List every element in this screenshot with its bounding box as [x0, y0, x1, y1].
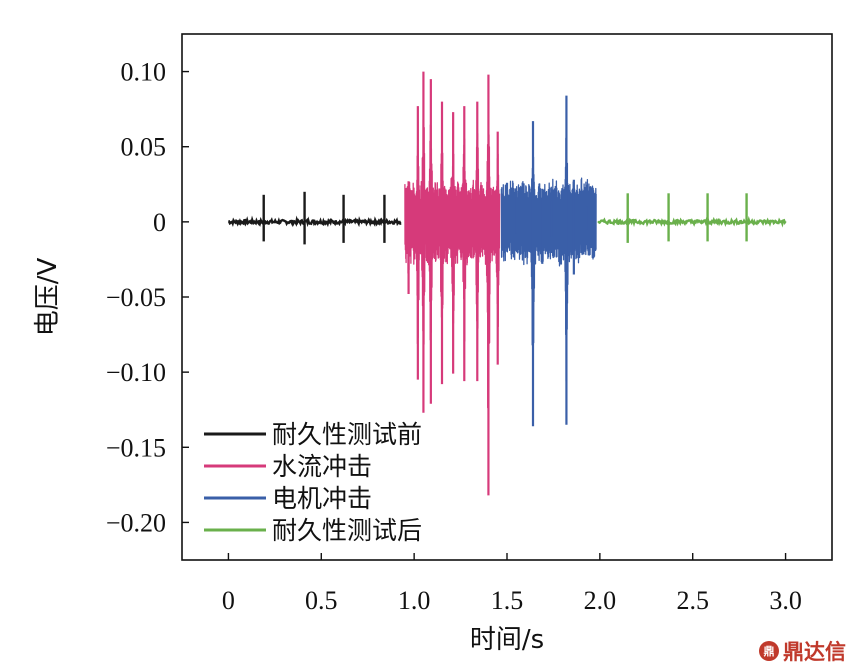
x-axis-title: 时间/s	[470, 625, 544, 655]
x-tick-label: 0.5	[305, 586, 338, 615]
y-axis: 0.10 0.05 0 −0.05 −0.10 −0.15 −0.20	[106, 58, 189, 537]
legend-label: 水流冲击	[272, 452, 372, 481]
y-tick-label: −0.20	[106, 508, 166, 537]
plot-lines	[227, 71, 787, 496]
x-tick-label: 2.0	[584, 586, 617, 615]
watermark: 鼎 鼎达信	[759, 636, 846, 666]
legend-label: 电机冲击	[272, 484, 372, 513]
x-axis: 0 0.5 1.0 1.5 2.0 2.5 3.0	[222, 553, 802, 615]
series-4	[597, 193, 787, 243]
watermark-logo-icon: 鼎	[759, 641, 779, 661]
legend-label: 耐久性测试前	[272, 420, 422, 449]
series-line	[597, 215, 787, 228]
y-tick-label: 0	[153, 208, 166, 237]
legend-label: 耐久性测试后	[272, 516, 422, 545]
x-tick-label: 2.5	[676, 586, 709, 615]
x-tick-label: 3.0	[769, 586, 802, 615]
series-3	[500, 95, 597, 427]
y-tick-label: −0.10	[106, 358, 166, 387]
y-tick-label: 0.05	[121, 133, 167, 162]
watermark-text: 鼎达信	[783, 640, 846, 664]
series-line	[500, 137, 597, 395]
plot-frame	[181, 33, 833, 561]
x-tick-label: 0	[222, 586, 235, 615]
series-line	[227, 215, 402, 228]
series-2	[404, 71, 501, 496]
series-1	[227, 191, 402, 245]
x-tick-label: 1.0	[398, 586, 431, 615]
y-tick-label: −0.05	[106, 283, 166, 312]
y-axis-title: 电压/V	[33, 258, 63, 337]
y-tick-label: 0.10	[121, 58, 167, 87]
x-tick-label: 1.5	[491, 586, 524, 615]
y-tick-label: −0.15	[106, 433, 166, 462]
